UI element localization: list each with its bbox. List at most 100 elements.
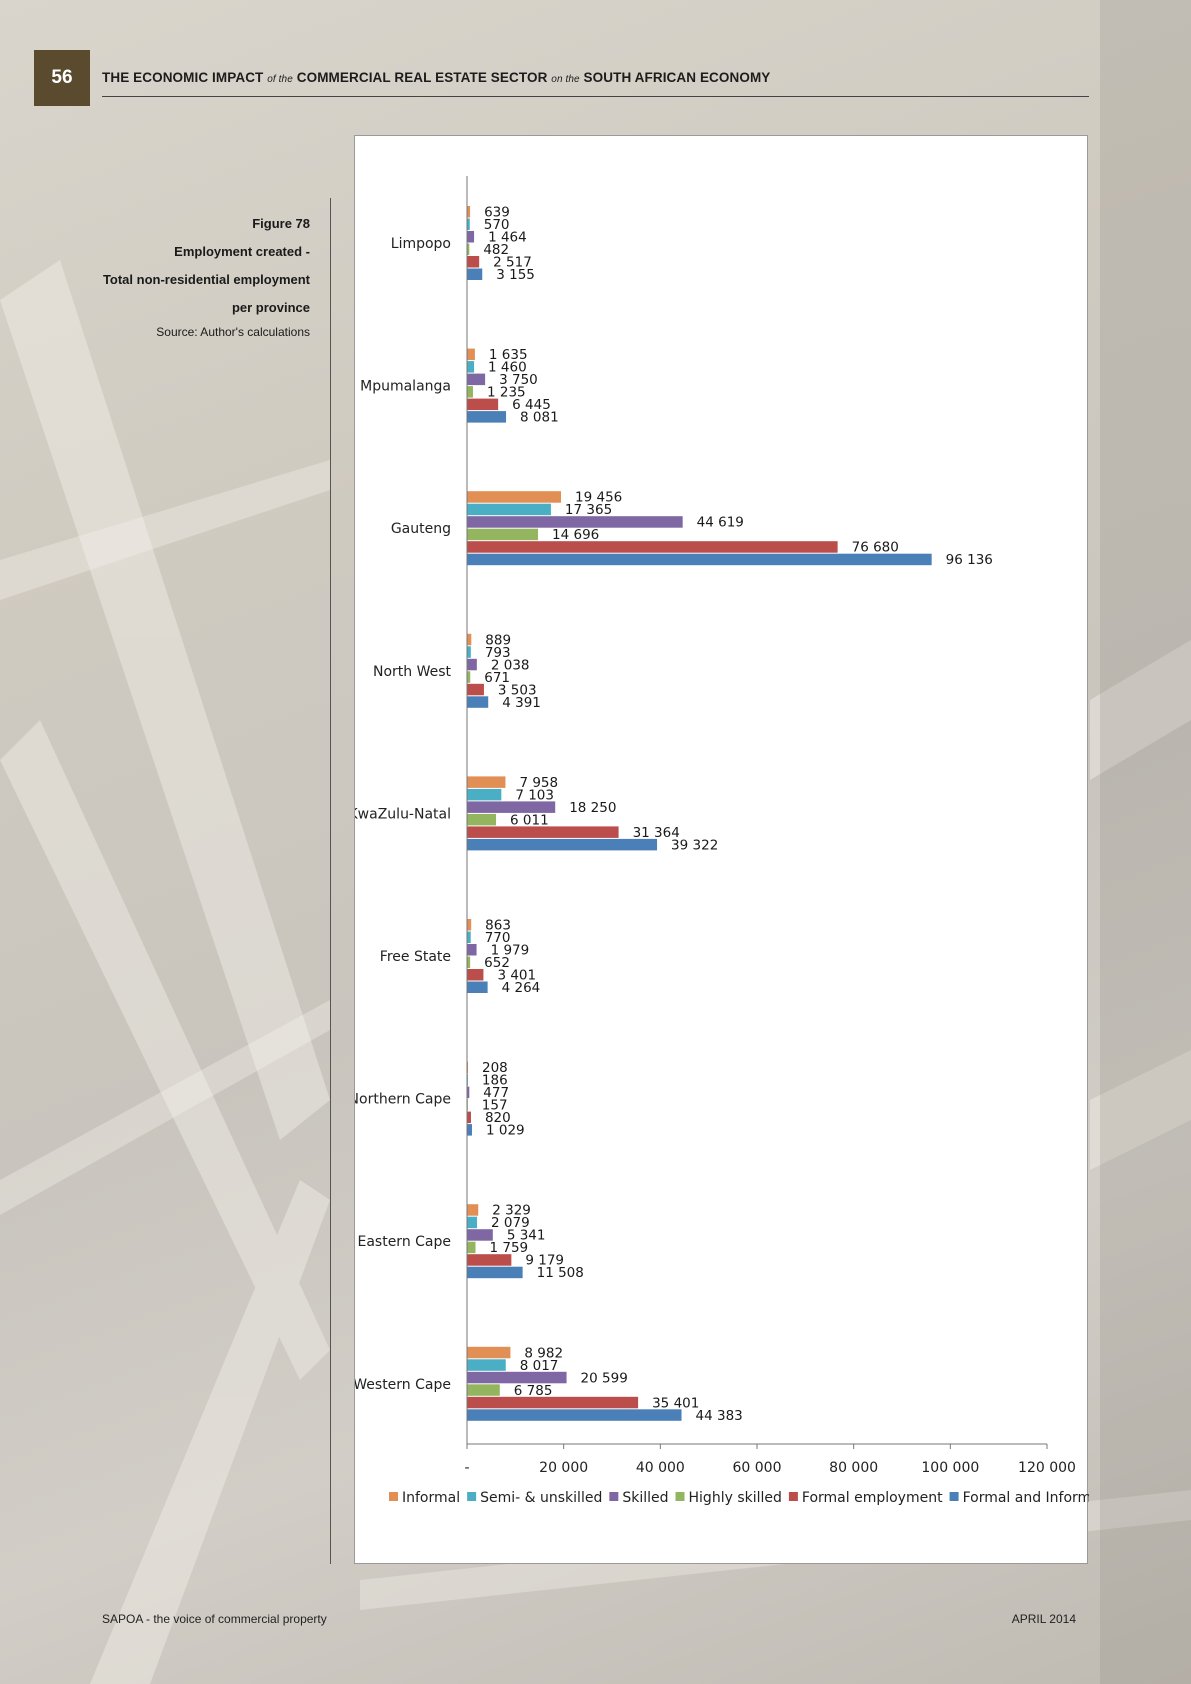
bar-gauteng-highly-skilled <box>467 528 539 541</box>
header-title-of-the: of the <box>267 74 293 85</box>
figure-title-line2: Total non-residential employment <box>102 272 310 287</box>
bar-northern-cape-formal-employment <box>467 1111 471 1124</box>
bar-north-west-semi-unskilled <box>467 646 471 658</box>
data-label: 1 759 <box>490 1240 529 1256</box>
legend-label-informal: Informal <box>402 1490 460 1506</box>
category-label-north-west: North West <box>373 664 452 680</box>
data-label: 3 503 <box>498 682 537 698</box>
bar-kwazulu-natal-semi-unskilled <box>467 788 502 801</box>
legend-label-highly-skilled: Highly skilled <box>689 1490 782 1506</box>
data-label: 8 081 <box>520 410 559 426</box>
bar-limpopo-formal-employment <box>467 256 480 268</box>
legend-label-formal-and-informal: Formal and Informal <box>963 1490 1089 1506</box>
data-label: 2 517 <box>493 255 532 271</box>
bar-mpumalanga-skilled <box>467 373 486 386</box>
category-label-eastern-cape: Eastern Cape <box>357 1234 451 1250</box>
data-label: 76 680 <box>852 540 899 556</box>
legend-label-skilled: Skilled <box>622 1490 668 1506</box>
running-header: THE ECONOMIC IMPACT of the COMMERCIAL RE… <box>102 70 770 85</box>
bar-eastern-cape-skilled <box>467 1229 493 1241</box>
bar-limpopo-semi-unskilled <box>467 218 470 230</box>
bar-eastern-cape-highly-skilled <box>467 1241 476 1254</box>
bar-mpumalanga-formal-employment <box>467 398 499 411</box>
x-tick-label: - <box>464 1460 469 1476</box>
category-label-limpopo: Limpopo <box>391 236 451 252</box>
data-label: 4 391 <box>502 695 541 711</box>
bar-northern-cape-skilled <box>467 1086 470 1099</box>
data-label: 639 <box>484 205 510 221</box>
legend-swatch-informal <box>389 1492 398 1501</box>
bar-limpopo-formal-and-informal <box>467 268 483 280</box>
data-label: 652 <box>484 955 510 971</box>
x-tick-label: 80 000 <box>829 1460 878 1476</box>
figure-caption: Figure 78 Employment created - Total non… <box>103 210 310 342</box>
data-label: 1 464 <box>488 230 527 246</box>
data-label: 6 445 <box>512 397 551 413</box>
data-label: 7 958 <box>519 775 558 791</box>
header-title-part1: THE ECONOMIC IMPACT <box>102 70 264 85</box>
data-label: 1 235 <box>487 385 526 401</box>
bar-kwazulu-natal-formal-and-informal <box>467 838 658 851</box>
bar-western-cape-semi-unskilled <box>467 1359 506 1371</box>
legend-swatch-skilled <box>609 1492 619 1501</box>
category-label-free-state: Free State <box>380 949 451 965</box>
data-label: 208 <box>482 1060 508 1076</box>
bar-north-west-skilled <box>467 658 477 671</box>
bar-free-state-highly-skilled <box>467 956 471 968</box>
data-label: 96 136 <box>946 552 993 568</box>
data-label: 14 696 <box>552 527 599 543</box>
bar-eastern-cape-formal-employment <box>467 1254 512 1266</box>
bar-north-west-informal <box>467 633 472 646</box>
caption-divider <box>330 198 331 1564</box>
data-label: 570 <box>484 217 510 233</box>
data-label: 7 103 <box>515 787 554 803</box>
data-label: 820 <box>485 1110 511 1126</box>
bar-mpumalanga-highly-skilled <box>467 386 473 398</box>
header-title-part3: SOUTH AFRICAN ECONOMY <box>583 70 771 85</box>
data-label: 39 322 <box>671 837 718 853</box>
page-number-badge: 56 <box>34 50 90 106</box>
data-label: 31 364 <box>633 825 680 841</box>
figure-title-line3: per province <box>231 300 310 315</box>
data-label: 482 <box>483 242 509 258</box>
bar-north-west-formal-employment <box>467 683 484 696</box>
bar-western-cape-informal <box>467 1346 511 1359</box>
bar-limpopo-highly-skilled <box>467 243 470 255</box>
bar-gauteng-skilled <box>467 516 683 528</box>
footer-date: APRIL 2014 <box>1011 1612 1076 1626</box>
bar-western-cape-skilled <box>467 1371 567 1384</box>
category-label-western-cape: Western Cape <box>355 1377 451 1393</box>
bar-mpumalanga-formal-and-informal <box>467 411 507 423</box>
header-title-on-the: on the <box>551 74 580 85</box>
bar-gauteng-semi-unskilled <box>467 503 551 516</box>
data-label: 671 <box>484 670 510 686</box>
x-tick-label: 40 000 <box>636 1460 685 1476</box>
data-label: 157 <box>482 1098 508 1114</box>
data-label: 2 079 <box>491 1215 530 1231</box>
bar-mpumalanga-semi-unskilled <box>467 361 475 373</box>
data-label: 6 785 <box>514 1383 553 1399</box>
data-label: 4 264 <box>502 980 541 996</box>
x-tick-label: 20 000 <box>539 1460 588 1476</box>
data-label: 1 029 <box>486 1123 525 1139</box>
data-label: 8 982 <box>524 1345 563 1361</box>
header-title-part2: COMMERCIAL REAL ESTATE SECTOR <box>296 70 548 85</box>
bar-kwazulu-natal-informal <box>467 776 506 788</box>
category-label-northern-cape: Northern Cape <box>355 1092 451 1108</box>
bar-free-state-skilled <box>467 944 477 956</box>
legend-label-semi-unskilled: Semi- & unskilled <box>480 1490 602 1506</box>
header-divider <box>102 96 1089 97</box>
legend-label-formal-employment: Formal employment <box>802 1490 943 1506</box>
bar-northern-cape-informal <box>467 1061 469 1074</box>
bar-kwazulu-natal-skilled <box>467 801 556 813</box>
data-label: 863 <box>485 918 511 934</box>
data-label: 2 329 <box>492 1203 531 1219</box>
data-label: 1 979 <box>491 943 530 959</box>
bar-north-west-highly-skilled <box>467 671 471 683</box>
data-label: 3 155 <box>496 267 535 283</box>
bar-free-state-informal <box>467 919 472 931</box>
x-tick-label: 120 000 <box>1018 1460 1076 1476</box>
data-label: 9 179 <box>525 1253 564 1269</box>
